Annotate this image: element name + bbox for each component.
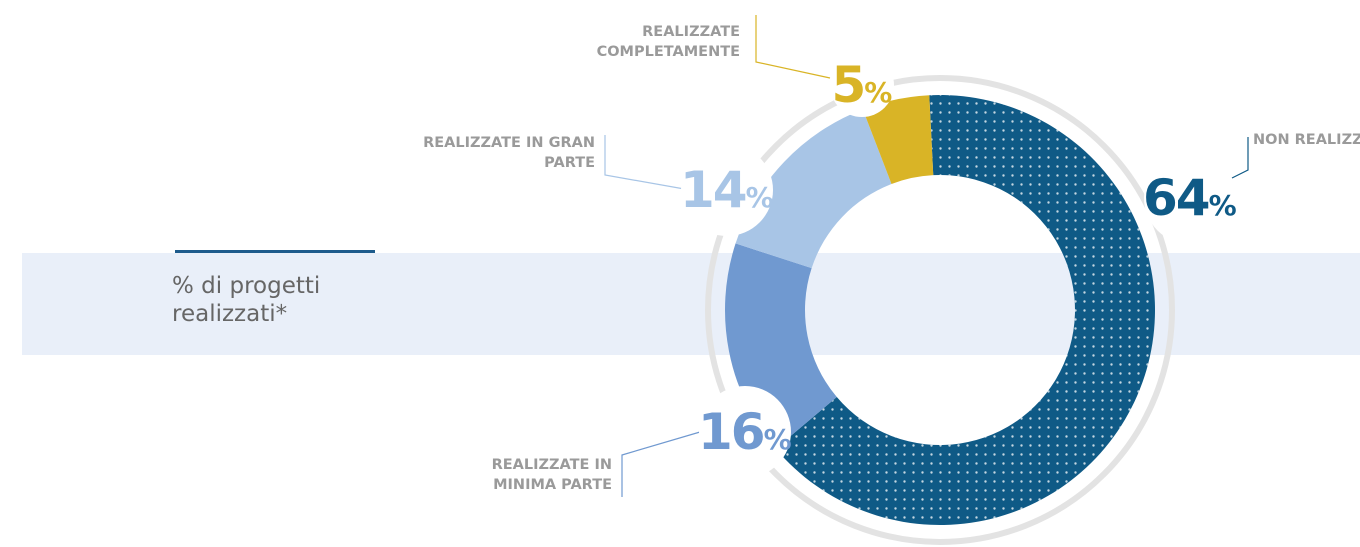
label-bubble [1144, 152, 1236, 244]
value-label: 16% [698, 403, 792, 461]
unit: % [864, 76, 893, 109]
label-bubble [699, 386, 791, 478]
unit: % [763, 423, 792, 456]
slice [862, 95, 934, 185]
category-label: REALIZZATE IN MINIMA PARTE [491, 457, 612, 493]
label-bubble [681, 144, 773, 236]
value-label: 14% [680, 161, 774, 219]
leader-line [755, 15, 831, 79]
unit: % [1208, 189, 1237, 222]
leader-line [1231, 137, 1249, 179]
leader-line [621, 431, 701, 497]
outer-ring [705, 75, 1175, 545]
title-rule [175, 250, 375, 253]
slice [735, 109, 892, 269]
chart-title: % di progetti realizzati* [172, 273, 321, 327]
category-label: NON REALIZZATE [1253, 132, 1360, 148]
category-label: REALIZZATE IN GRAN PARTE [423, 135, 595, 171]
category-label: REALIZZATE COMPLETAMENTE [596, 24, 740, 60]
value-label: 64% [1143, 169, 1237, 227]
value-label: 5% [831, 56, 893, 114]
slice-pattern [775, 94, 1155, 525]
leader-line [604, 135, 691, 191]
label-bubble [830, 53, 894, 117]
unit: % [745, 181, 774, 214]
